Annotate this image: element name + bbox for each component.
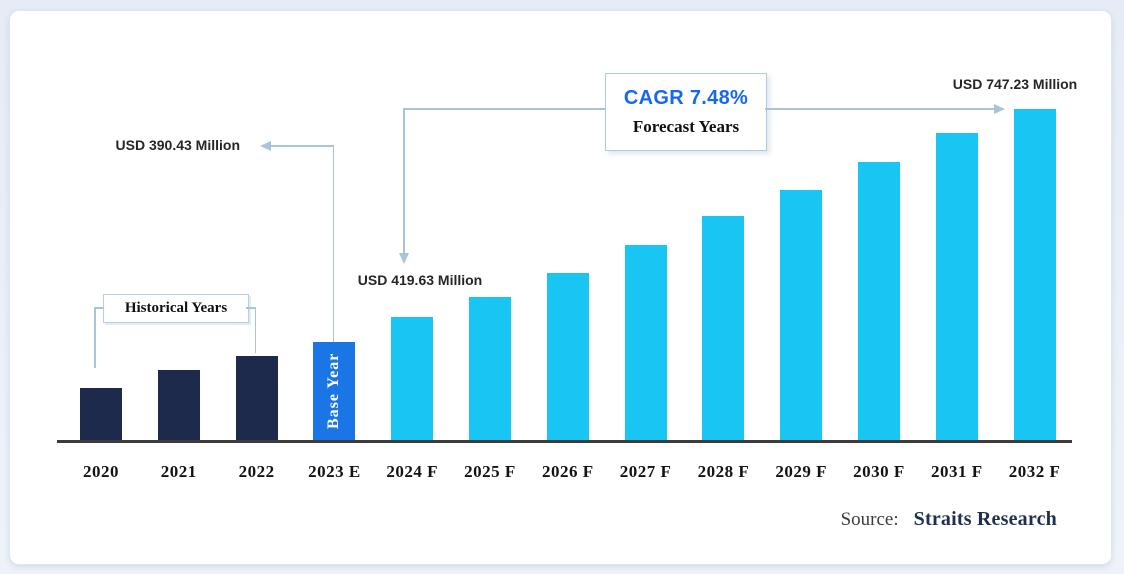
forecast-end-connector-horizontal [765,108,995,110]
historical-years-box: Historical Years [103,294,249,323]
forecast-start-value-label: USD 419.63 Million [357,272,483,288]
arrow-left-icon [260,141,271,151]
x-axis-label-2031-f: 2031 F [930,462,983,481]
cagr-box: CAGR 7.48% Forecast Years [605,73,767,151]
x-axis-label-2026-f: 2026 F [541,462,594,481]
bar-2021 [157,370,200,440]
forecast-end-value-label: USD 747.23 Million [952,76,1078,92]
historical-bracket-right-drop [254,307,256,353]
bar-2024-f [391,317,434,440]
source-prefix: Source: [840,509,899,530]
historical-bracket-left-drop [94,307,96,368]
x-axis-label-2025-f: 2025 F [464,462,516,481]
x-axis-label-2021: 2021 [160,462,197,481]
historical-years-label: Historical Years [124,300,228,316]
bar-2023-e: Base Year [313,342,356,440]
bar-2027-f [624,245,667,440]
base-year-connector-vertical [332,145,334,342]
historical-bracket-right-stub [246,307,256,309]
bar-2031-f [935,133,978,440]
historical-bracket-left-stub [94,307,104,309]
bar-2022 [235,356,278,440]
forecast-start-connector-vertical [403,108,405,254]
base-year-value-label: USD 390.43 Million [115,137,240,153]
bar-2020 [80,388,122,440]
bar-2029-f [780,190,823,440]
bar-2025-f [469,297,511,440]
x-axis-line [57,440,1072,443]
bar-2030-f [858,162,900,440]
forecast-years-label: Forecast Years [632,117,740,136]
x-axis-label-2020: 2020 [83,462,119,481]
forecast-start-connector-horizontal [403,108,605,110]
source-name: Straits Research [913,508,1057,530]
bar-2028-f [702,216,745,440]
x-axis-label-2028-f: 2028 F [697,462,750,481]
x-axis-label-2030-f: 2030 F [853,462,905,481]
bar-2032-f [1013,109,1056,440]
bar-2026-f [546,273,589,440]
x-axis-label-2027-f: 2027 F [619,462,672,481]
base-year-inner-label: Base Year [325,352,343,430]
chart-card: Historical Years USD 390.43 Million CAGR… [9,10,1112,565]
base-year-connector-horizontal [269,145,333,147]
x-axis-label-2022: 2022 [238,462,275,481]
source-line: Source: Straits Research [841,508,1057,531]
x-axis-label-2029-f: 2029 F [775,462,827,481]
x-axis-label-2032-f: 2032 F [1008,462,1061,481]
arrow-down-icon [399,253,409,264]
arrow-right-icon [994,103,1005,114]
x-axis-label-2023-e: 2023 E [308,462,361,481]
x-axis-label-2024-f: 2024 F [386,462,438,481]
cagr-value-label: CAGR 7.48% [623,87,749,109]
